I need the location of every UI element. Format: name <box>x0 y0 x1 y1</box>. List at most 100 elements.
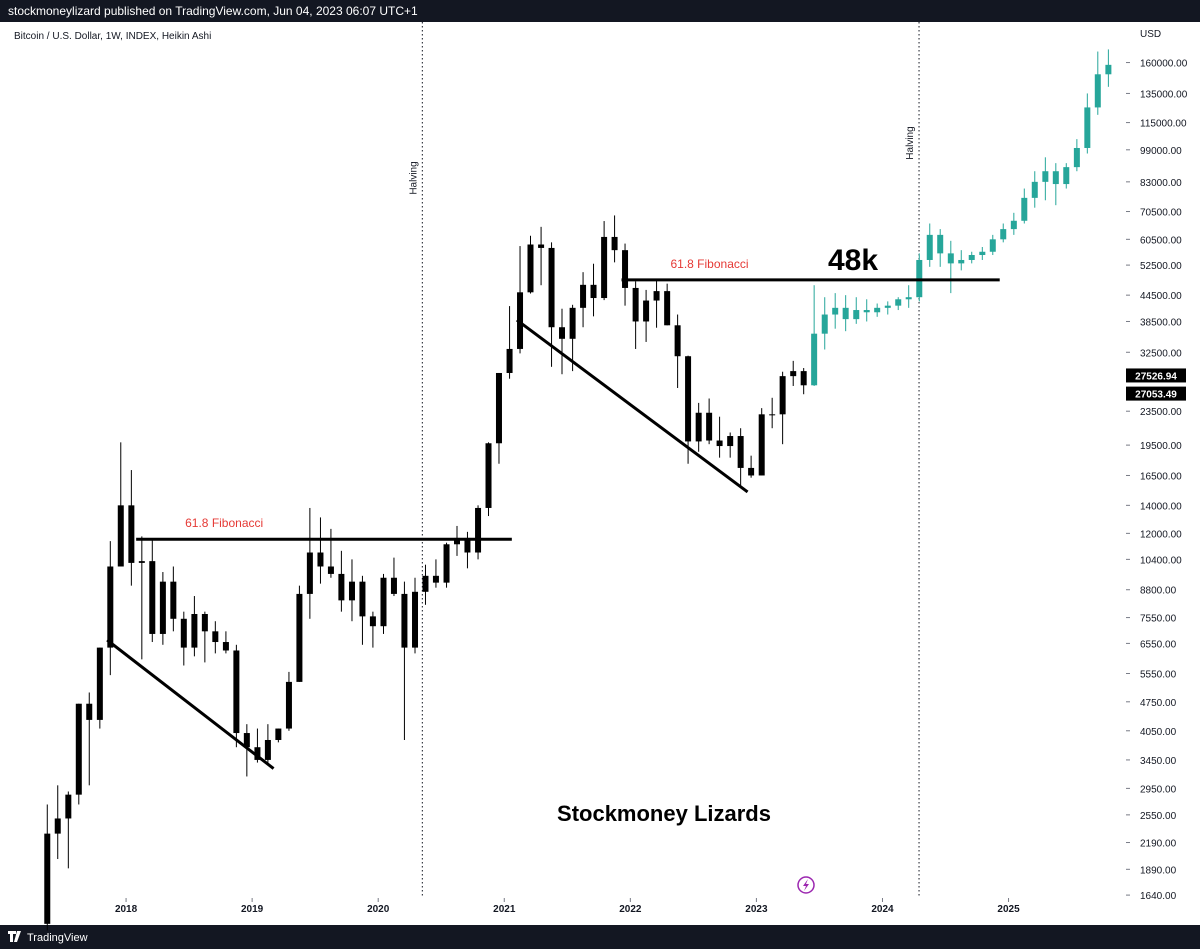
candle-body <box>926 234 933 260</box>
candle-body <box>601 236 608 299</box>
x-tick-label: 2023 <box>745 904 768 915</box>
y-tick-label: 2550.00 <box>1140 811 1177 822</box>
y-tick-label: 3450.00 <box>1140 756 1177 767</box>
symbol-title: Bitcoin / U.S. Dollar, 1W, INDEX, Heikin… <box>14 31 211 42</box>
y-tick-label: 135000.00 <box>1140 89 1188 100</box>
candle-body <box>369 616 376 627</box>
y-tick-label: 16500.00 <box>1140 471 1182 482</box>
y-tick-label: 10400.00 <box>1140 555 1182 566</box>
axis-unit: USD <box>1140 29 1161 40</box>
halving-label: Halving <box>905 126 916 159</box>
price-label-bg <box>1126 368 1186 383</box>
candle-body <box>1073 147 1080 168</box>
candle-body <box>653 291 660 301</box>
y-tick-label: 2190.00 <box>1140 839 1177 850</box>
candle-body <box>1021 197 1028 221</box>
candle-body <box>1063 167 1070 185</box>
candle-body <box>1031 181 1038 198</box>
candle-body <box>285 681 292 729</box>
candle-body <box>874 307 881 313</box>
candle-body <box>664 291 671 326</box>
candle-body <box>548 247 555 328</box>
brand-logo <box>8 931 21 942</box>
candle-body <box>538 244 545 248</box>
candle-body <box>685 356 692 442</box>
candle-body <box>895 299 902 306</box>
candle-body <box>695 412 702 442</box>
candle-body <box>716 440 723 447</box>
candle-body <box>580 284 587 308</box>
candle-body <box>527 244 534 293</box>
price-label-bg <box>1126 386 1186 401</box>
candle-body <box>706 412 713 441</box>
candle-body <box>180 618 187 648</box>
candle-body <box>107 566 114 648</box>
candle-body <box>243 733 250 748</box>
candle-body <box>86 703 93 720</box>
candle-body <box>559 327 566 339</box>
candle-body <box>412 591 419 648</box>
candle-body <box>475 507 482 553</box>
event-icon[interactable] <box>797 876 815 894</box>
candle-body <box>590 284 597 299</box>
y-tick-label: 12000.00 <box>1140 529 1182 540</box>
candle-body <box>758 414 765 476</box>
candle-body <box>737 436 744 468</box>
y-tick-label: 7550.00 <box>1140 614 1177 625</box>
candle-body <box>464 537 471 553</box>
candle-body <box>317 552 324 567</box>
price-label: 27053.49 <box>1135 390 1177 401</box>
y-tick-label: 4750.00 <box>1140 698 1177 709</box>
candle-body <box>779 376 786 415</box>
candle-body <box>821 314 828 334</box>
candle-body <box>170 581 177 619</box>
y-tick-label: 1890.00 <box>1140 865 1177 876</box>
y-tick-label: 115000.00 <box>1140 119 1187 130</box>
candle-body <box>643 300 650 322</box>
candle-body <box>75 703 82 795</box>
fib-label: 61.8 Fibonacci <box>185 516 263 530</box>
candle-body <box>947 253 954 264</box>
candle-body <box>832 307 839 315</box>
candle-body <box>968 255 975 260</box>
fib-label: 61.8 Fibonacci <box>670 257 748 271</box>
y-tick-label: 38500.00 <box>1140 317 1182 328</box>
y-tick-label: 70500.00 <box>1140 208 1182 219</box>
candle-body <box>569 307 576 339</box>
x-tick-label: 2025 <box>997 904 1020 915</box>
x-tick-label: 2018 <box>115 904 138 915</box>
candle-body <box>390 577 397 594</box>
candle-body <box>453 537 460 545</box>
y-tick-label: 1640.00 <box>1140 891 1177 902</box>
y-tick-label: 44500.00 <box>1140 291 1182 302</box>
candle-body <box>495 372 502 444</box>
candle-body <box>989 239 996 252</box>
candle-body <box>748 467 755 476</box>
candle-body <box>380 577 387 627</box>
candle-body <box>338 573 345 601</box>
candle-body <box>191 614 198 648</box>
candle-body <box>432 575 439 583</box>
header-text: stockmoneylizard published on TradingVie… <box>8 4 418 18</box>
candle-body <box>622 250 629 288</box>
candle-body <box>149 561 156 634</box>
candle-body <box>359 581 366 617</box>
x-tick-label: 2024 <box>871 904 894 915</box>
candle-body <box>727 436 734 447</box>
candle-body <box>117 505 124 567</box>
header-bar <box>0 0 1200 22</box>
candle-body <box>222 642 229 651</box>
price-label: 27526.94 <box>1135 371 1177 382</box>
candle-body <box>54 818 61 834</box>
y-tick-label: 5550.00 <box>1140 670 1177 681</box>
candle-body <box>1052 171 1059 185</box>
candle-body <box>233 650 240 734</box>
y-tick-label: 2950.00 <box>1140 784 1177 795</box>
candle-body <box>212 631 219 643</box>
candle-body <box>905 297 912 300</box>
watermark: Stockmoney Lizards <box>557 801 771 826</box>
y-tick-label: 8800.00 <box>1140 586 1177 597</box>
x-tick-label: 2021 <box>493 904 516 915</box>
candle-body <box>769 414 776 416</box>
